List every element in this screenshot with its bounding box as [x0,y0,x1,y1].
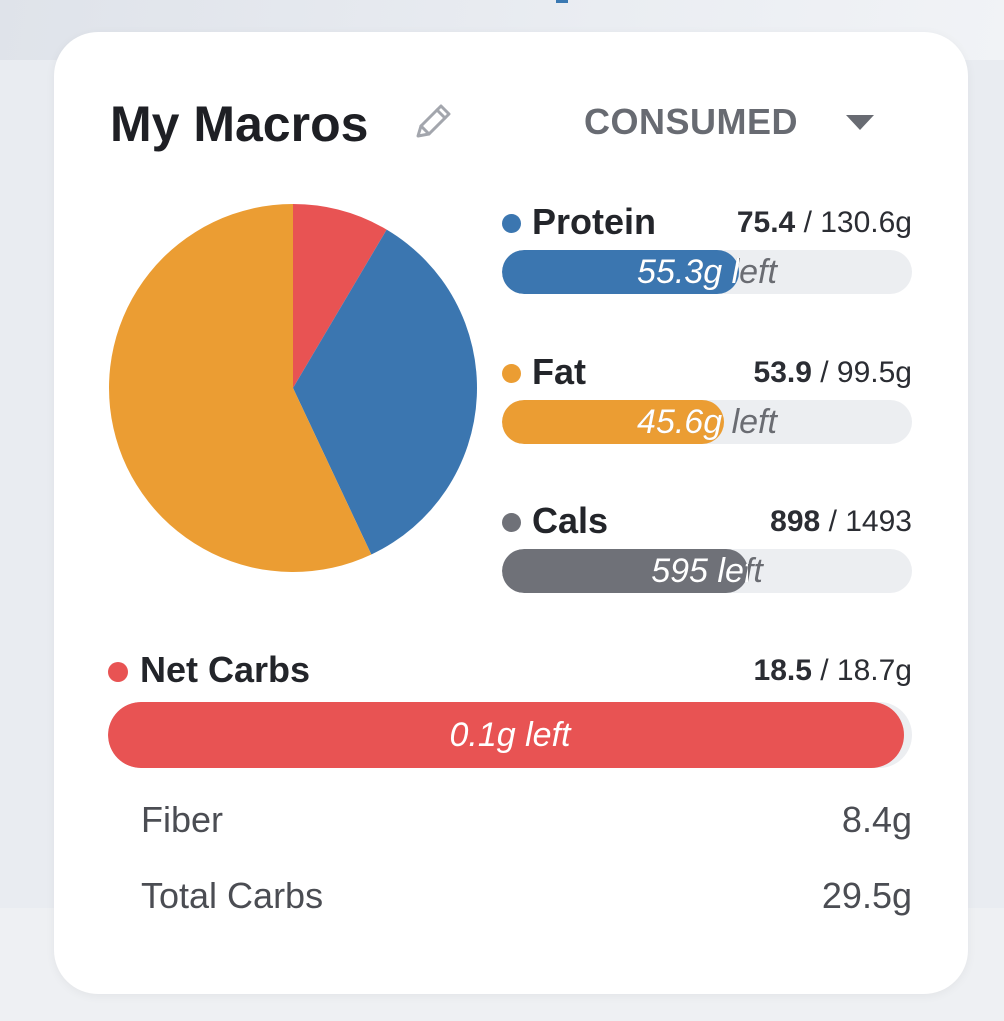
protein-progress-fill [502,250,739,294]
fat-target: / 99.5g [820,356,912,389]
fat-current: 53.9 [753,356,812,389]
macro-row-protein: Protein 75.4 / 130.6g 55.3g left 55.3g l… [502,200,912,300]
protein-progress-bar: 55.3g left 55.3g left [502,250,912,294]
fat-progress-bar: 45.6g left 45.6g left [502,400,912,444]
fiber-value: 8.4g [841,799,912,840]
pencil-icon[interactable] [410,98,456,144]
macro-row-fat: Fat 53.9 / 99.5g 45.6g left 45.6g left [502,350,912,450]
cals-dot-icon [502,513,521,532]
card-title: My Macros [110,96,369,152]
cals-current: 898 [770,505,821,538]
detail-row-total-carbs: Total Carbs 29.5g [141,874,912,918]
pie-slice-protein [293,229,477,555]
fat-label: Fat [532,351,586,392]
protein-left-text: 55.3g left [637,253,777,291]
net-carbs-progress-fill [108,702,904,768]
detail-row-fiber: Fiber 8.4g [141,798,912,842]
net-carbs-header: Net Carbs 18.5 / 18.7g [108,648,912,696]
protein-values: 75.4 / 130.6g [737,205,912,241]
protein-left-text-overlay: 55.3g left [502,250,739,294]
macro-row-cals: Cals 898 / 1493 595 left 595 left [502,499,912,599]
net-carbs-values: 18.5 / 18.7g [754,653,912,689]
net-carbs-label: Net Carbs [140,649,311,690]
macros-pie-chart [109,204,477,572]
cals-values: 898 / 1493 [770,504,912,540]
fat-dot-icon [502,364,521,383]
fat-progress-fill [502,400,724,444]
background-accent [556,0,568,3]
caret-down-icon[interactable] [846,115,874,130]
macros-card: My Macros CONSUMED Protein 75.4 / 130.6g… [54,32,968,994]
dropdown-label: CONSUMED [584,101,799,142]
cals-label: Cals [532,500,609,541]
fat-left-text: 45.6g left [637,403,777,441]
total-carbs-label: Total Carbs [141,875,324,916]
fat-left-text-light: 45.6g left [637,403,724,441]
protein-target: / 130.6g [803,206,912,239]
cals-progress-bar: 595 left 595 left [502,549,912,593]
fat-left-text-overlay: 45.6g left [502,400,724,444]
protein-current: 75.4 [736,206,796,239]
cals-left-text: 595 left [651,552,763,590]
cals-progress-fill [502,549,748,593]
cals-left-text-overlay: 595 left [502,549,748,593]
protein-label: Protein [532,201,657,242]
net-carbs-progress-bar: 0.1g left [108,702,912,768]
net-carbs-current: 18.5 [753,654,812,687]
cals-target: / 1493 [828,505,912,538]
protein-left-text-light: 55.3g left [637,253,739,291]
consumed-dropdown[interactable]: CONSUMED [584,98,884,146]
total-carbs-value: 29.5g [821,875,912,916]
fat-values: 53.9 / 99.5g [754,355,912,391]
fiber-label: Fiber [141,799,224,840]
net-carbs-left-text: 0.1g left [449,716,571,754]
protein-dot-icon [502,214,521,233]
net-carbs-target: / 18.7g [820,654,912,687]
pie-slice-fat [109,204,372,572]
pie-slice-net-carbs [293,204,387,388]
cals-left-text-light: 595 left [651,552,748,590]
net-carbs-dot-icon [108,662,128,682]
